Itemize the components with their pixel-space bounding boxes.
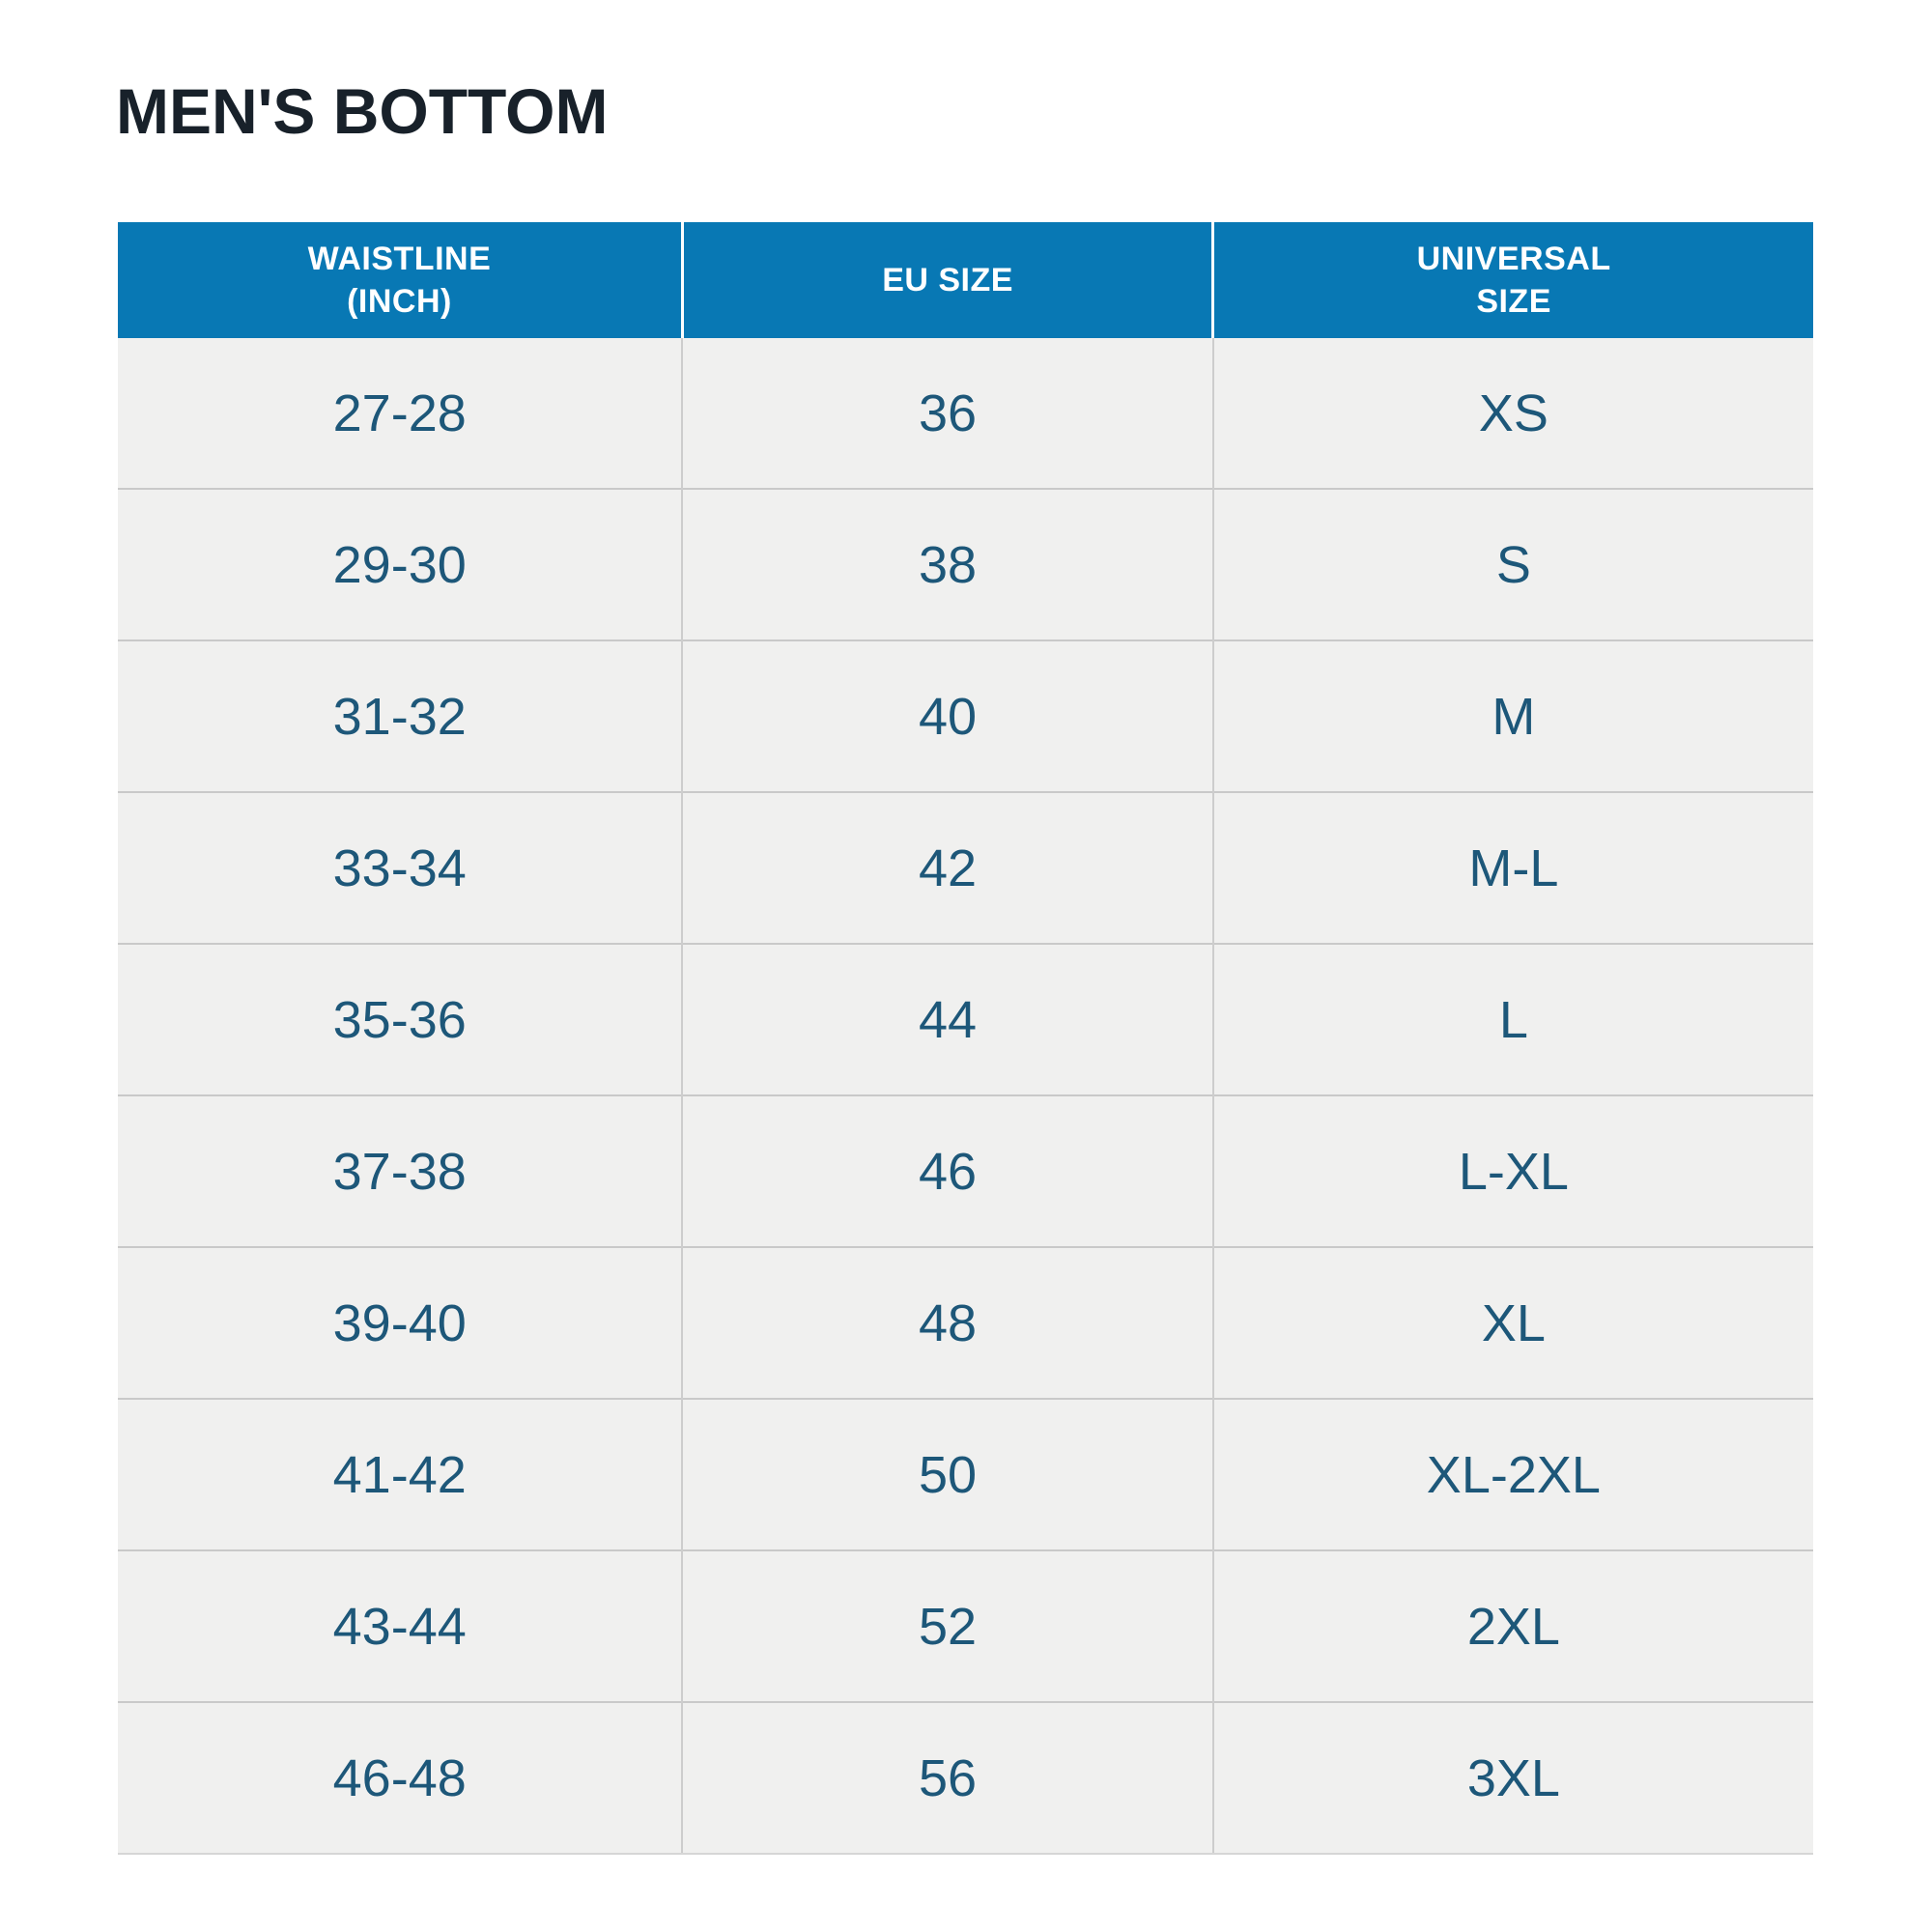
eu-size-cell: 50	[681, 1398, 1213, 1550]
universal-size-cell: 3XL	[1211, 1701, 1813, 1855]
universal-size-cell: XL	[1211, 1246, 1813, 1399]
waistline-cell: 37-38	[118, 1094, 683, 1247]
universal-size-cell: M	[1211, 639, 1813, 792]
eu-size-cell: 40	[681, 639, 1213, 792]
header-row: WAISTLINE (INCH) EU SIZE UNIVERSAL SIZE	[118, 222, 1813, 338]
table-row: 37-38 46 L-XL	[118, 1094, 1813, 1247]
table-row: 33-34 42 M-L	[118, 791, 1813, 944]
eu-size-cell: 36	[681, 338, 1213, 489]
waistline-cell: 31-32	[118, 639, 683, 792]
waistline-cell: 43-44	[118, 1549, 683, 1702]
eu-size-cell: 56	[681, 1701, 1213, 1855]
waistline-cell: 41-42	[118, 1398, 683, 1550]
waistline-cell: 35-36	[118, 943, 683, 1095]
table-row: 31-32 40 M	[118, 639, 1813, 792]
table-row: 43-44 52 2XL	[118, 1549, 1813, 1702]
universal-size-cell: XS	[1211, 338, 1813, 489]
universal-size-cell: L	[1211, 943, 1813, 1095]
eu-size-cell: 46	[681, 1094, 1213, 1247]
column-header-universal-size: UNIVERSAL SIZE	[1211, 222, 1813, 338]
column-header-eu-size: EU SIZE	[680, 222, 1213, 338]
table-row: 41-42 50 XL-2XL	[118, 1398, 1813, 1550]
waistline-cell: 29-30	[118, 488, 683, 640]
size-table-body: 27-28 36 XS 29-30 38 S 31-32 40 M 33-34 42 M-L 35-36…	[118, 338, 1813, 1855]
universal-size-cell: XL-2XL	[1211, 1398, 1813, 1550]
universal-size-cell: M-L	[1211, 791, 1813, 944]
waistline-cell: 27-28	[118, 338, 683, 489]
size-table: WAISTLINE (INCH) EU SIZE UNIVERSAL SIZE …	[118, 222, 1813, 1855]
page-title: MEN'S BOTTOM	[116, 75, 609, 147]
waistline-cell: 46-48	[118, 1701, 683, 1855]
eu-size-cell: 52	[681, 1549, 1213, 1702]
table-row: 39-40 48 XL	[118, 1246, 1813, 1399]
universal-size-cell: L-XL	[1211, 1094, 1813, 1247]
column-header-waistline: WAISTLINE (INCH)	[118, 222, 683, 338]
waistline-cell: 39-40	[118, 1246, 683, 1399]
table-row: 46-48 56 3XL	[118, 1701, 1813, 1855]
waistline-cell: 33-34	[118, 791, 683, 944]
table-row: 29-30 38 S	[118, 488, 1813, 640]
eu-size-cell: 38	[681, 488, 1213, 640]
universal-size-cell: S	[1211, 488, 1813, 640]
eu-size-cell: 42	[681, 791, 1213, 944]
eu-size-cell: 48	[681, 1246, 1213, 1399]
table-row: 35-36 44 L	[118, 943, 1813, 1095]
size-table-header: WAISTLINE (INCH) EU SIZE UNIVERSAL SIZE	[118, 222, 1813, 338]
eu-size-cell: 44	[681, 943, 1213, 1095]
table-row: 27-28 36 XS	[118, 338, 1813, 489]
universal-size-cell: 2XL	[1211, 1549, 1813, 1702]
